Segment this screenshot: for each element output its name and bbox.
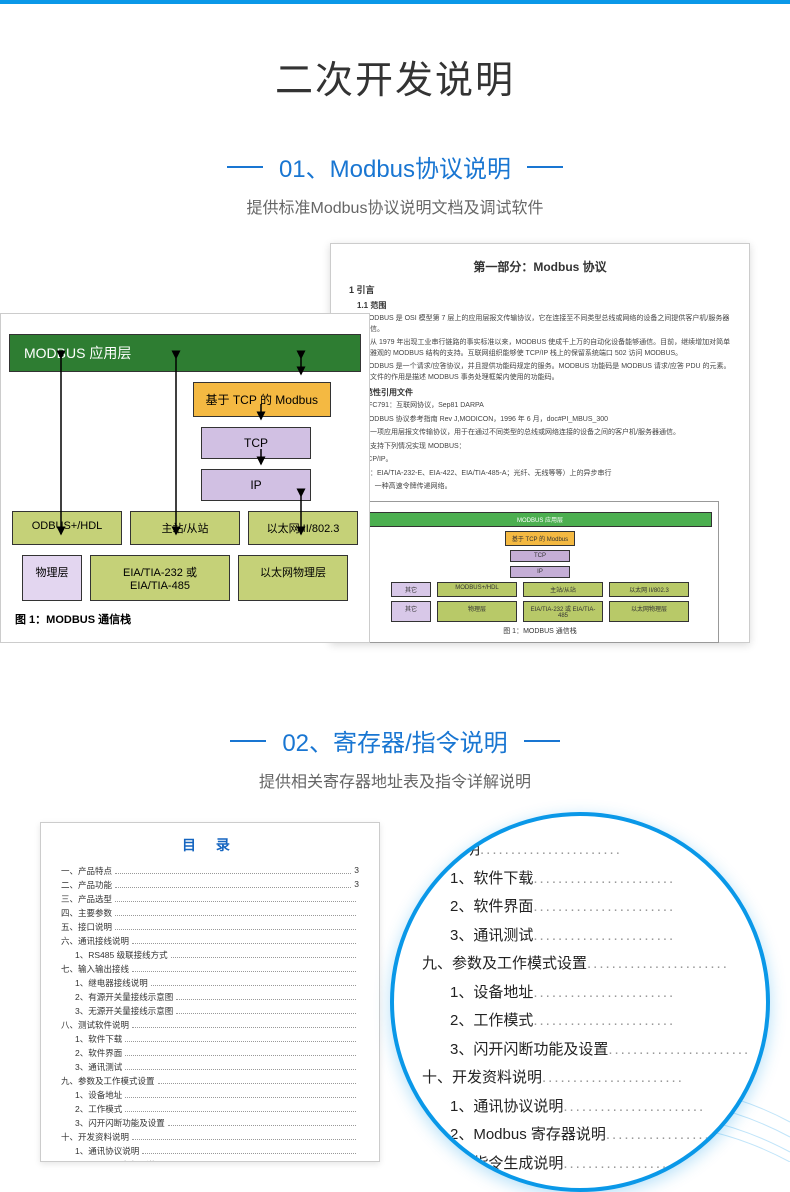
doc-h1-2: 规范性引用文件 bbox=[357, 387, 731, 398]
zoom-row: 十、开发资料说明....................... bbox=[422, 1064, 752, 1093]
zoom-list: 说明.......................1、软件下载.........… bbox=[422, 836, 752, 1192]
toc-row: 3、闪开闪断功能及设置 bbox=[75, 1117, 359, 1129]
box-app-layer: MODBUS 应用层 bbox=[9, 334, 361, 372]
doc-para: MODBUS 是一个请求/应答协议，并且提供功能码规定的服务。MODBUS 功能… bbox=[363, 362, 731, 383]
mini-box-other: 其它 bbox=[391, 582, 431, 597]
toc-row: 2、有源开关量接线示意图 bbox=[75, 991, 359, 1003]
mini-caption: 图 1：MODBUS 通信栈 bbox=[368, 626, 712, 636]
toc-row: 2、软件界面 bbox=[75, 1047, 359, 1059]
toc-row: 1、软件下载 bbox=[75, 1033, 359, 1045]
box-hdl: ODBUS+/HDL bbox=[12, 511, 122, 545]
mini-box-tcpmb: 基于 TCP 的 Modbus bbox=[505, 531, 575, 546]
mini-box-ethphy: 以太网物理层 bbox=[609, 601, 689, 622]
toc-row: 二、产品功能3 bbox=[61, 879, 359, 891]
zoom-row: 九、参数及工作模式设置....................... bbox=[422, 950, 752, 979]
box-tcp-modbus: 基于 TCP 的 Modbus bbox=[193, 382, 331, 417]
mini-box-app: MODBUS 应用层 bbox=[368, 512, 712, 527]
doc-para: TCP/IP。 bbox=[363, 455, 731, 466]
diagram-caption: 图 1：MODBUS 通信栈 bbox=[15, 611, 361, 627]
divider-line bbox=[230, 740, 266, 742]
doc-para: RFC791：互联网协议，Sep81 DARPA bbox=[363, 401, 731, 412]
doc-para: 前支持下列情况实现 MODBUS： bbox=[363, 442, 731, 453]
top-accent-bar bbox=[0, 0, 790, 4]
toc-row: 2、工作模式 bbox=[75, 1103, 359, 1115]
mini-box-ip: IP bbox=[510, 566, 570, 578]
section-2-illustration: 目 录 一、产品特点3 二、产品功能3 三、产品选型四、主要参数五、接口说明六、通讯… bbox=[0, 822, 790, 1162]
doc-para: 线：EIA/TIA-232-E、EIA-422、EIA/TIA-485-A；光纤… bbox=[363, 469, 731, 480]
zoom-row: 2、软件界面....................... bbox=[450, 893, 752, 922]
box-ethernet: 以太网 II/802.3 bbox=[248, 511, 358, 545]
toc-row: 三、产品选型 bbox=[61, 893, 359, 905]
toc-row: 五、接口说明 bbox=[61, 921, 359, 933]
box-tcp: TCP bbox=[201, 427, 311, 459]
section-1-header: 01、Modbus协议说明 bbox=[0, 149, 790, 184]
section-1-title: 01、Modbus协议说明 bbox=[279, 149, 511, 184]
zoom-row: 2、工作模式....................... bbox=[450, 1007, 752, 1036]
zoom-row: 3、通讯测试....................... bbox=[450, 922, 752, 951]
zoom-row: 2、Modbus 寄存器说明....................... bbox=[450, 1121, 752, 1150]
doc-heading: 第一部分：Modbus 协议 bbox=[349, 258, 731, 275]
page-title: 二次开发说明 bbox=[0, 49, 790, 104]
toc-list: 一、产品特点3 二、产品功能3 三、产品选型四、主要参数五、接口说明六、通讯接线说明… bbox=[61, 865, 359, 1162]
doc-para: S：一种高速令牌传递网络。 bbox=[363, 482, 731, 493]
box-eth-phy: 以太网物理层 bbox=[238, 555, 348, 601]
toc-row: 一、产品特点3 bbox=[61, 865, 359, 877]
section-2-header: 02、寄存器/指令说明 bbox=[0, 723, 790, 758]
toc-row: 3、通讯测试 bbox=[75, 1061, 359, 1073]
divider-line bbox=[524, 740, 560, 742]
mini-modbus-diagram: MODBUS 应用层 基于 TCP 的 Modbus TCP IP 其它 MOD… bbox=[361, 501, 719, 643]
divider-line bbox=[227, 166, 263, 168]
divider-line bbox=[527, 166, 563, 168]
section-2-title: 02、寄存器/指令说明 bbox=[282, 723, 507, 758]
mini-box-phy: 物理层 bbox=[437, 601, 517, 622]
doc-para: MODBUS 协议参考指南 Rev J,MODICON，1996 年 6 月，d… bbox=[363, 415, 731, 426]
modbus-stack-diagram: MODBUS 应用层 基于 TCP 的 Modbus TCP IP ODBUS+… bbox=[0, 313, 370, 643]
doc-para: 自从 1979 年出现工业串行链路的事实标准以来，MODBUS 使成千上万的自动… bbox=[363, 338, 731, 359]
box-eia: EIA/TIA-232 或 EIA/TIA-485 bbox=[90, 555, 230, 601]
toc-row: 八、测试软件说明 bbox=[61, 1019, 359, 1031]
toc-row: 1、通讯协议说明 bbox=[75, 1145, 359, 1157]
zoom-row: 1、设备地址....................... bbox=[450, 979, 752, 1008]
doc-h1: 1 引言 bbox=[349, 283, 731, 296]
toc-row: 1、设备地址 bbox=[75, 1089, 359, 1101]
toc-row: 3、无源开关量接线示意图 bbox=[75, 1005, 359, 1017]
mini-box-master: 主站/从站 bbox=[523, 582, 603, 597]
toc-row: 1、继电器接线说明 bbox=[75, 977, 359, 989]
toc-page: 目 录 一、产品特点3 二、产品功能3 三、产品选型四、主要参数五、接口说明六、通讯… bbox=[40, 822, 380, 1162]
zoom-row: 4、指令列表....................... bbox=[450, 1178, 752, 1192]
toc-row: 2、Modbus 寄存器说明 bbox=[75, 1159, 359, 1162]
mini-box-hdl: MODBUS+/HDL bbox=[437, 582, 517, 597]
mini-box-eia: EIA/TIA-232 或 EIA/TIA-485 bbox=[523, 601, 603, 622]
mini-box-other2: 其它 bbox=[391, 601, 431, 622]
zoom-row: 1、通讯协议说明....................... bbox=[450, 1093, 752, 1122]
section-1-illustration: 第一部分：Modbus 协议 1 引言 1.1 范围 MODBUS 是 OSI … bbox=[0, 243, 790, 663]
modbus-doc-page: 第一部分：Modbus 协议 1 引言 1.1 范围 MODBUS 是 OSI … bbox=[330, 243, 750, 643]
zoom-lens: 说明.......................1、软件下载.........… bbox=[390, 812, 770, 1192]
toc-row: 四、主要参数 bbox=[61, 907, 359, 919]
toc-title: 目 录 bbox=[61, 835, 359, 855]
section-1-subtitle: 提供标准Modbus协议说明文档及调试软件 bbox=[0, 194, 790, 218]
toc-row: 六、通讯接线说明 bbox=[61, 935, 359, 947]
section-2-subtitle: 提供相关寄存器地址表及指令详解说明 bbox=[0, 768, 790, 792]
mini-box-eth: 以太网 II/802.3 bbox=[609, 582, 689, 597]
zoom-row: 3、闪开闪断功能及设置....................... bbox=[450, 1036, 752, 1065]
toc-row: 九、参数及工作模式设置 bbox=[61, 1075, 359, 1087]
box-phy: 物理层 bbox=[22, 555, 82, 601]
box-ip: IP bbox=[201, 469, 311, 501]
doc-h1-1: 1.1 范围 bbox=[357, 300, 731, 311]
doc-para: 是一项应用层报文传输协议，用于在通过不同类型的总线或网络连接的设备之间的客户机/… bbox=[363, 428, 731, 439]
toc-row: 七、输入输出接线 bbox=[61, 963, 359, 975]
zoom-row: 1、软件下载....................... bbox=[450, 865, 752, 894]
zoom-row: 说明....................... bbox=[450, 836, 752, 865]
doc-para: MODBUS 是 OSI 模型第 7 层上的应用层报文传输协议，它在连接至不同类… bbox=[363, 314, 731, 335]
box-master-slave: 主站/从站 bbox=[130, 511, 240, 545]
toc-row: 1、RS485 级联接线方式 bbox=[75, 949, 359, 961]
mini-box-tcp: TCP bbox=[510, 550, 570, 562]
toc-row: 十、开发资料说明 bbox=[61, 1131, 359, 1143]
zoom-row: 3、指令生成说明....................... bbox=[450, 1150, 752, 1179]
